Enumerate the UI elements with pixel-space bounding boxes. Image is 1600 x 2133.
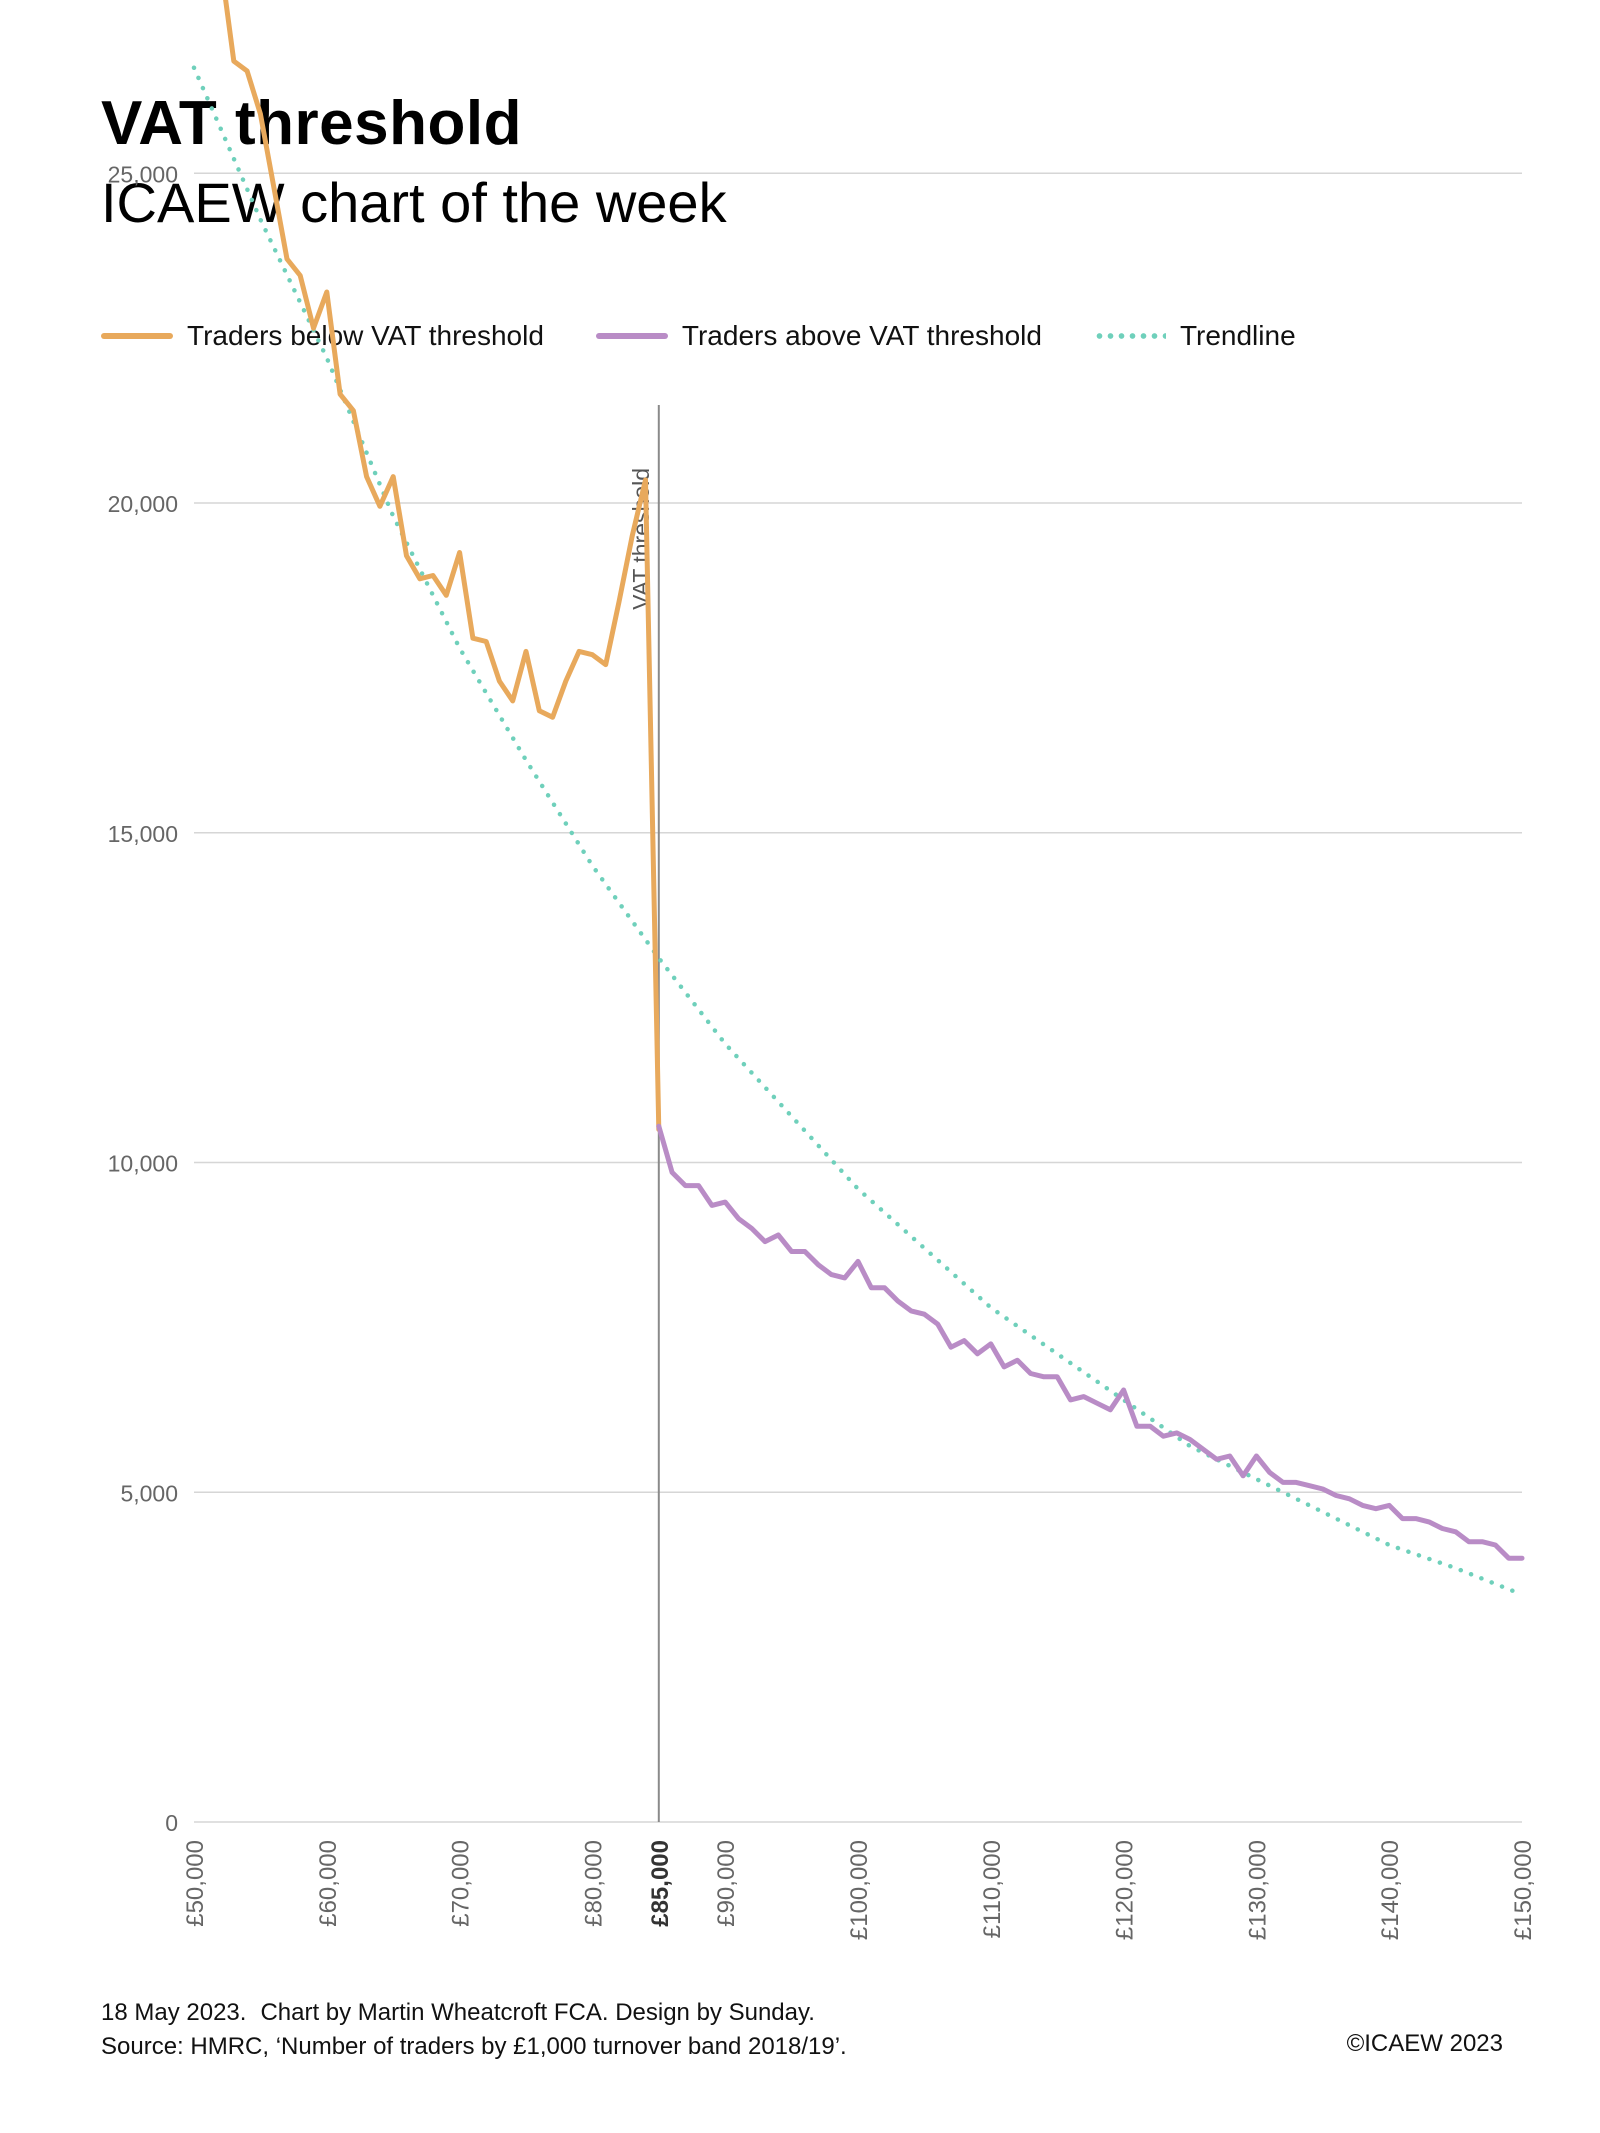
y-tick-label: 20,000 xyxy=(108,491,178,517)
x-tick-label: £50,000 xyxy=(182,1840,209,1927)
grid-lines xyxy=(194,172,1522,1823)
threshold-marker: VAT threshold xyxy=(628,405,660,1822)
y-tick-label: 25,000 xyxy=(108,161,178,187)
chart-legend: Traders below VAT threshold Traders abov… xyxy=(101,316,1348,356)
legend-swatch-trend xyxy=(1093,333,1166,339)
x-tick-label: £130,000 xyxy=(1244,1840,1271,1940)
x-tick-label: £70,000 xyxy=(448,1840,475,1927)
x-tick-label: £80,000 xyxy=(580,1840,607,1927)
x-axis-labels: £50,000 £60,000 £70,000 £80,000 £85,000 £90,0… xyxy=(182,1840,1537,1940)
series-line-trend xyxy=(191,65,1525,1597)
x-tick-label: £110,000 xyxy=(979,1840,1006,1938)
legend-item-below: Traders below VAT threshold xyxy=(101,320,544,352)
x-tick-label: £140,000 xyxy=(1377,1840,1404,1940)
legend-label-trend: Trendline xyxy=(1179,320,1296,351)
footer-credit: Chart by Martin Wheatcroft FCA. Design b… xyxy=(260,1999,815,2026)
x-tick-label: £60,000 xyxy=(315,1840,342,1927)
y-tick-label: 5,000 xyxy=(120,1480,178,1506)
x-tick-label: £150,000 xyxy=(1510,1840,1537,1940)
legend-label-below: Traders below VAT threshold xyxy=(187,320,544,351)
legend-item-above: Traders above VAT threshold xyxy=(595,320,1042,352)
chart-subtitle: ICAEW chart of the week xyxy=(101,171,727,234)
legend-label-above: Traders above VAT threshold xyxy=(681,320,1042,351)
chart-title: VAT threshold xyxy=(101,89,522,158)
x-tick-label: £120,000 xyxy=(1112,1840,1139,1940)
footer: 18 May 2023. Chart by Martin Wheatcroft F… xyxy=(101,1996,847,2064)
series-line-below xyxy=(223,0,662,1132)
series-line-above xyxy=(656,1123,1525,1561)
footer-source: Source: HMRC, ‘Number of traders by £1,0… xyxy=(101,2033,847,2060)
x-tick-label: £85,000 xyxy=(647,1840,674,1927)
footer-copyright: ©ICAEW 2023 xyxy=(1346,2030,1503,2057)
y-tick-label: 10,000 xyxy=(108,1151,178,1177)
footer-date: 18 May 2023. xyxy=(101,1999,247,2026)
legend-swatch-below xyxy=(101,333,173,339)
legend-item-trend: Trendline xyxy=(1093,320,1296,352)
series-lines xyxy=(191,0,1525,1597)
x-tick-label: £100,000 xyxy=(846,1840,873,1940)
legend-swatch-above xyxy=(595,333,668,339)
y-tick-label: 0 xyxy=(165,1810,178,1836)
x-tick-label: £90,000 xyxy=(713,1840,740,1927)
y-tick-label: 15,000 xyxy=(108,821,178,847)
